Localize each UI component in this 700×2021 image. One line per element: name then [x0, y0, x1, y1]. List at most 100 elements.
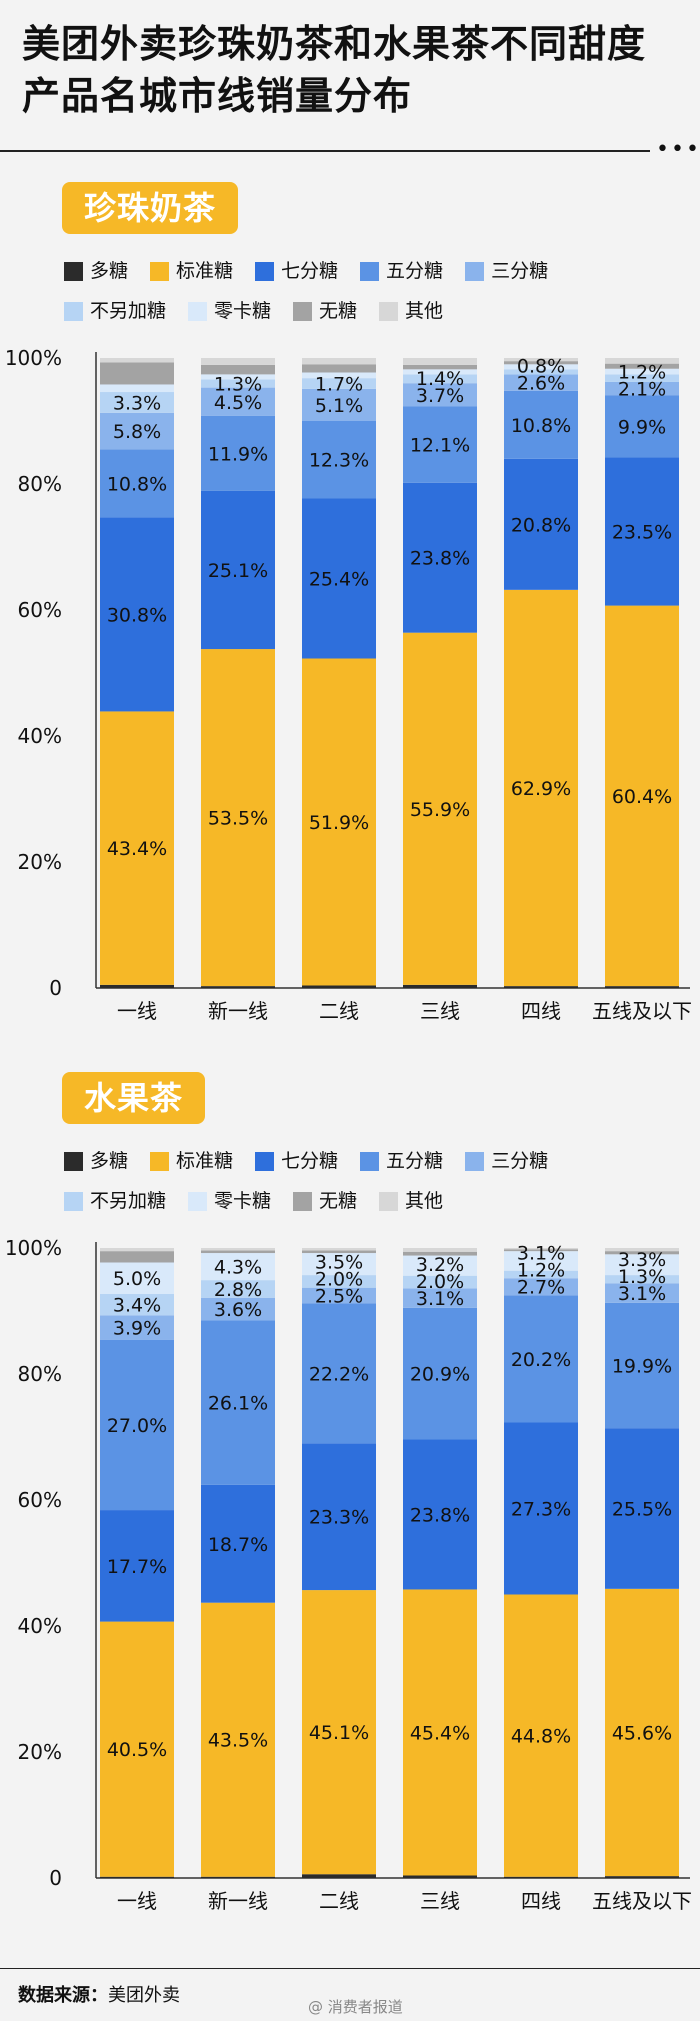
data-label: 43.4% [107, 838, 167, 860]
bar-segment [504, 364, 578, 370]
bar-segment [504, 1422, 578, 1595]
bar-segment [302, 372, 376, 379]
legend-pearl-milk-tea: 多糖 标准糖 七分糖 五分糖 三分糖 不另加糖 零卡糖 无糖 其他 [64, 256, 684, 326]
legend-swatch [64, 1151, 83, 1171]
title-divider [0, 150, 650, 152]
bar-segment [201, 1280, 275, 1298]
bar-segment [403, 632, 477, 985]
bar-segment [201, 1248, 275, 1251]
bar-segment [605, 1283, 679, 1303]
data-label: 45.6% [612, 1722, 672, 1744]
more-dots-icon[interactable]: ••• [656, 137, 700, 162]
bar-segment [302, 364, 376, 373]
bar-segment [504, 458, 578, 590]
legend-swatch [64, 261, 83, 281]
data-label: 17.7% [107, 1556, 167, 1578]
data-label: 3.1% [618, 1283, 666, 1305]
legend-label: 三分糖 [491, 260, 549, 282]
bar-segment [504, 1295, 578, 1423]
bar-segment [302, 1874, 376, 1878]
data-label: 3.6% [214, 1299, 262, 1321]
legend-swatch [379, 1191, 399, 1211]
bar-segment [504, 369, 578, 375]
legend-label: 七分糖 [281, 1150, 339, 1172]
bar-segment [201, 986, 275, 988]
bar-segment [605, 374, 679, 382]
legend-label: 无糖 [319, 300, 358, 322]
x-tick-label: 四线 [521, 1889, 561, 1913]
data-label: 4.5% [214, 392, 262, 414]
chart-pearl-milk-tea: 0 20% 40% 60% 80% 100% 43.4% 30.8% 10.8% 5.8% 3.3%… [5, 346, 692, 1023]
bar-segment [100, 711, 174, 985]
legend-item: 无糖 [293, 1186, 357, 1216]
data-label: 3.2% [416, 1254, 464, 1276]
bar-segment [403, 1255, 477, 1276]
data-label: 18.7% [208, 1534, 268, 1556]
page-title: 美团外卖珍珠奶茶和水果茶不同甜度产品名城市线销量分布 [22, 22, 647, 118]
bar-segment [403, 406, 477, 483]
data-label: 60.4% [612, 786, 672, 808]
bar-segment [302, 1443, 376, 1591]
bar-segment [504, 589, 578, 987]
legend-label: 不另加糖 [90, 1190, 167, 1212]
data-label: 9.9% [618, 416, 666, 438]
data-label: 5.0% [113, 1268, 161, 1290]
bar-segment [504, 390, 578, 459]
legend-swatch [188, 1191, 208, 1211]
legend-swatch [255, 261, 275, 281]
bar-segment [302, 1253, 376, 1276]
bar-segment [201, 1602, 275, 1877]
bar-segment [100, 1293, 174, 1316]
data-source-label: 数据来源： [18, 1985, 108, 2006]
data-label: 3.7% [416, 385, 464, 407]
bar-segment [201, 1253, 275, 1281]
legend-swatch [64, 1191, 83, 1211]
data-label: 0.8% [517, 356, 565, 378]
data-label: 44.8% [511, 1726, 571, 1748]
bar-segment [605, 1248, 679, 1252]
bar-segment [302, 388, 376, 421]
bar-segment [302, 378, 376, 389]
data-label: 2.7% [517, 1277, 565, 1299]
bar-segment [100, 1621, 174, 1877]
legend-swatch [293, 1191, 313, 1211]
legend-item: 标准糖 [150, 1146, 233, 1176]
data-label: 55.9% [410, 799, 470, 821]
bar-segment [403, 1307, 477, 1440]
bar-segment [201, 415, 275, 491]
data-label: 2.6% [517, 373, 565, 395]
bar-segment [100, 1262, 174, 1294]
data-label: 3.3% [618, 1249, 666, 1271]
bar-segment [302, 1250, 376, 1254]
bar-segment [100, 1876, 174, 1878]
legend-item: 三分糖 [465, 1146, 548, 1176]
legend-label: 多糖 [90, 260, 129, 282]
bar-segment [100, 412, 174, 450]
bar-segment [504, 1251, 578, 1271]
bar-segment [100, 984, 174, 988]
legend-label: 五分糖 [386, 260, 444, 282]
data-label: 1.4% [416, 368, 464, 390]
bar-segment [605, 1275, 679, 1284]
bar-segment [302, 358, 376, 365]
legend-item: 五分糖 [360, 1146, 443, 1176]
data-label: 12.1% [410, 435, 470, 457]
legend-label: 五分糖 [386, 1150, 444, 1172]
data-label: 62.9% [511, 778, 571, 800]
legend-label: 七分糖 [281, 260, 339, 282]
data-label: 2.0% [315, 1269, 363, 1291]
x-tick-label: 三线 [420, 999, 460, 1023]
bar-segment [201, 1320, 275, 1485]
data-label: 5.1% [315, 395, 363, 417]
bar-segment [302, 1303, 376, 1444]
bar-segment [403, 984, 477, 988]
bar-segment [100, 1510, 174, 1622]
bar-segment [100, 1339, 174, 1511]
bar-segment [403, 1248, 477, 1252]
legend-item: 标准糖 [150, 256, 233, 286]
data-label: 1.2% [618, 362, 666, 384]
bar-segment [201, 374, 275, 380]
bar-segment [100, 1248, 174, 1252]
bar-segment [403, 383, 477, 407]
bar-segment [504, 1594, 578, 1877]
